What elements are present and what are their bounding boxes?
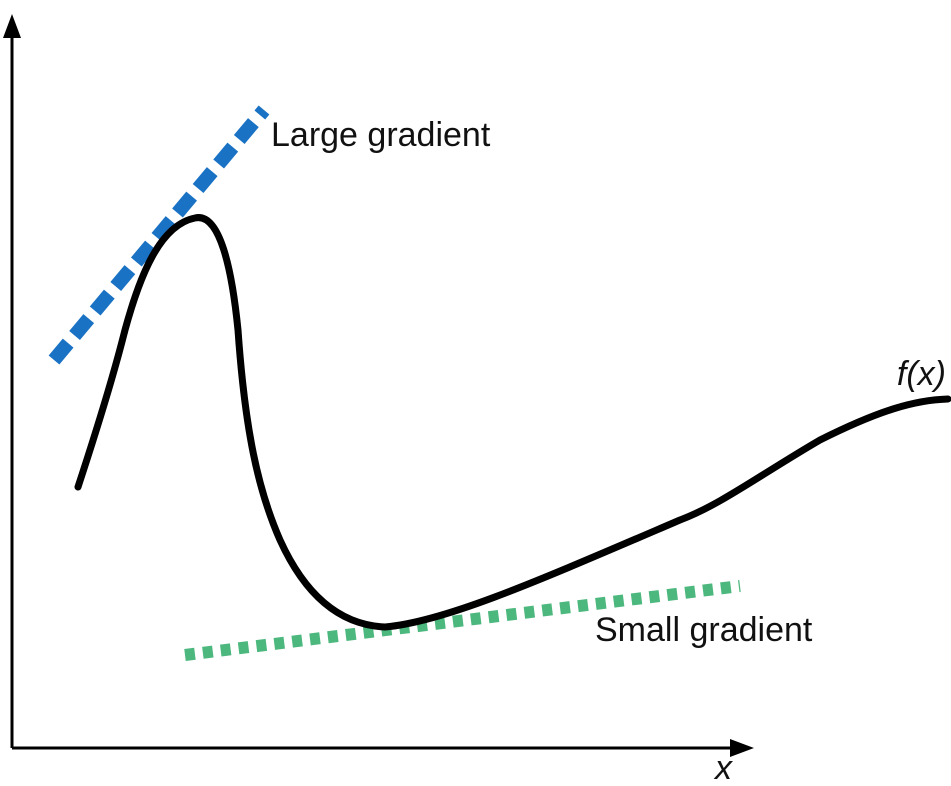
large-gradient-label: Large gradient	[271, 116, 491, 154]
function-label: f(x)	[897, 355, 946, 393]
function-curve	[74, 214, 951, 631]
small-gradient-label: Small gradient	[595, 611, 813, 649]
large-gradient-tangent	[48, 105, 270, 365]
x-axis-label: x	[713, 749, 733, 786]
x-axis-arrowhead	[730, 739, 754, 757]
y-axis-arrowhead	[3, 14, 21, 38]
axes	[3, 14, 754, 757]
small-gradient-tangent	[184, 580, 741, 661]
